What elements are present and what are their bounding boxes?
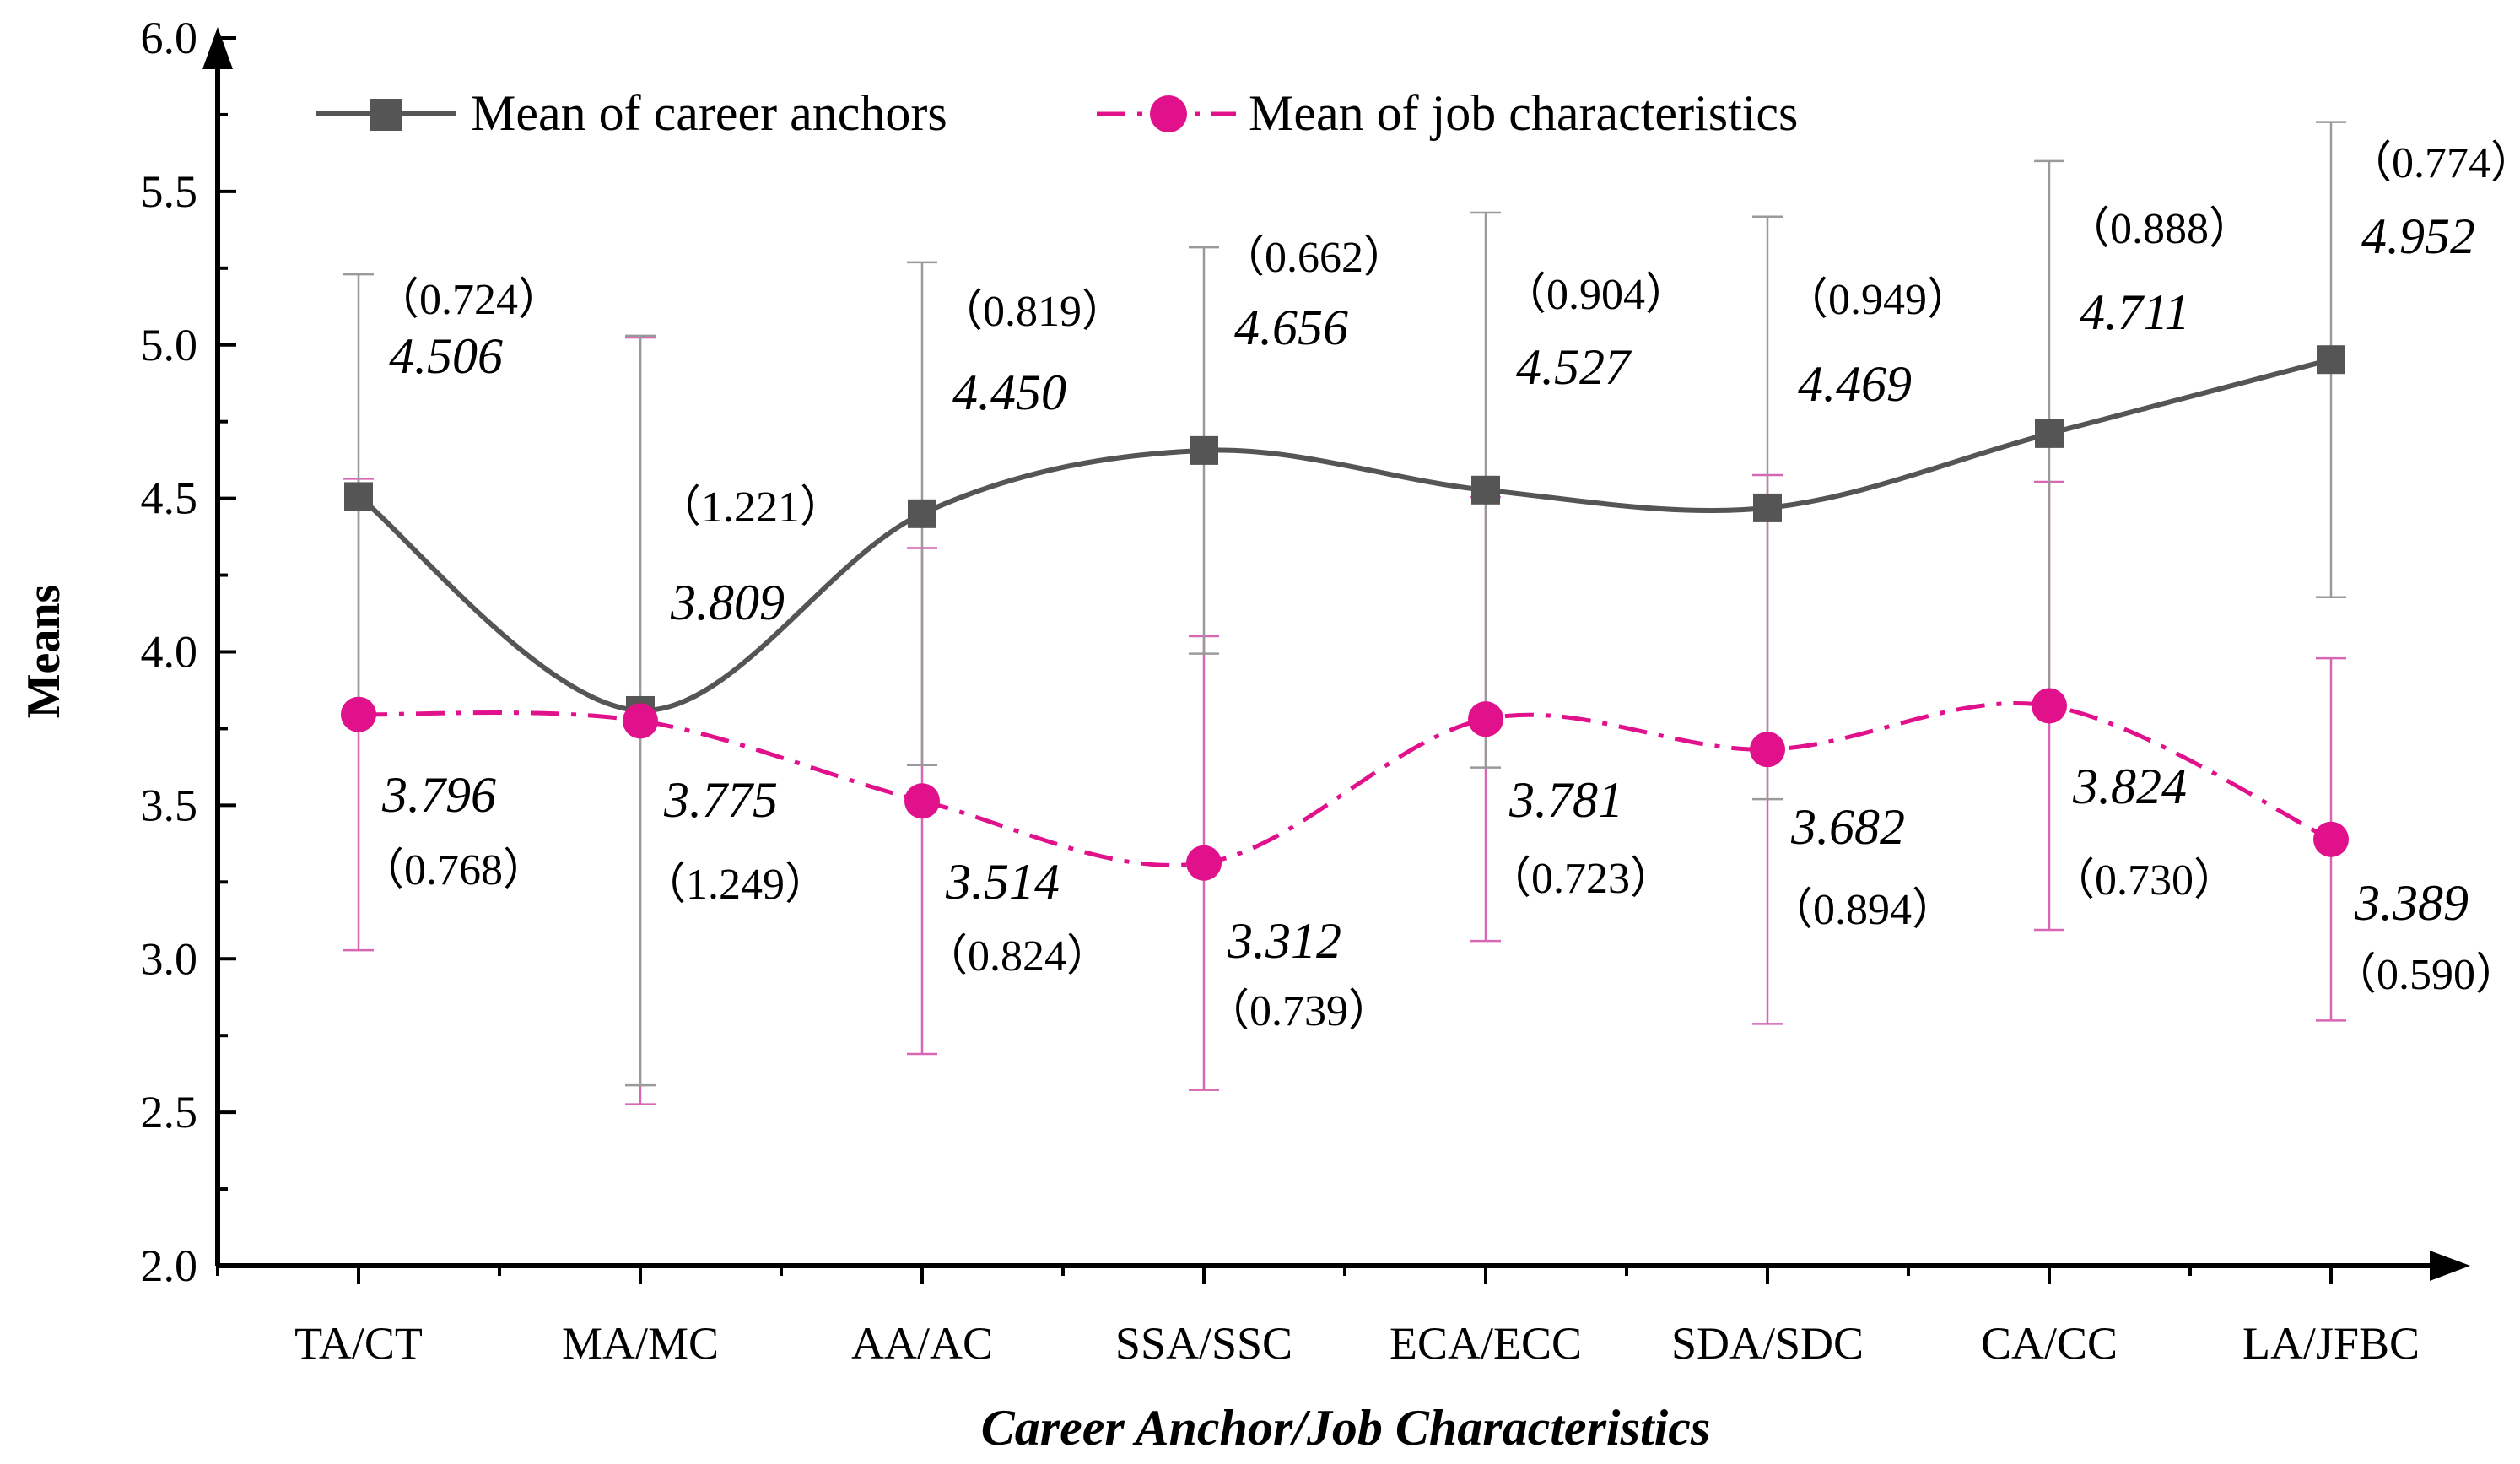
y-axis-arrow — [202, 27, 233, 69]
anchors-value-label: 4.506 — [389, 328, 503, 384]
jobs-sd-label: （0.739） — [1206, 987, 1392, 1035]
y-tick-label: 4.5 — [141, 473, 198, 524]
jobs-point-marker — [1186, 845, 1222, 881]
jobs-value-label: 3.389 — [2354, 875, 2469, 931]
anchors-sd-label: （0.724） — [375, 276, 562, 324]
anchors-value-label: 4.527 — [1516, 339, 1632, 395]
anchors-sd-label: （0.949） — [1784, 276, 1971, 324]
anchors-sd-label: （0.888） — [2066, 205, 2253, 253]
anchors-point-marker — [1753, 493, 1782, 522]
jobs-point-marker — [1750, 732, 1785, 768]
anchors-point-marker — [344, 482, 373, 511]
y-tick-label: 5.0 — [141, 320, 198, 370]
jobs-value-label: 3.312 — [1227, 913, 1341, 969]
jobs-sd-label: （0.590） — [2333, 951, 2519, 999]
x-tick-label: TA/CT — [294, 1318, 423, 1369]
legend-anchors-label: Mean of career anchors — [471, 85, 947, 141]
jobs-sd-label: （0.894） — [1769, 886, 1956, 934]
jobs-series-line — [358, 701, 2333, 867]
anchors-value-label: 4.469 — [1798, 356, 1912, 412]
y-tick-label: 2.0 — [141, 1240, 198, 1291]
jobs-sd-label: （0.723） — [1487, 855, 1674, 903]
jobs-value-label: 3.781 — [1508, 772, 1623, 828]
anchors-sd-label: （0.774） — [2348, 139, 2520, 187]
jobs-value-label: 3.682 — [1790, 799, 1905, 855]
jobs-value-label: 3.824 — [2072, 759, 2187, 814]
x-tick-label: MA/MC — [562, 1318, 719, 1369]
anchors-value-label: 4.656 — [1234, 300, 1348, 355]
jobs-point-marker — [904, 783, 940, 819]
x-tick-label: LA/JFBC — [2242, 1318, 2420, 1369]
legend-jobs-label: Mean of job characteristics — [1249, 85, 1798, 141]
legend-anchors-marker — [370, 99, 402, 131]
jobs-point-marker — [341, 696, 376, 732]
y-axis-label: Means — [18, 585, 70, 719]
anchors-value-label: 4.952 — [2361, 208, 2475, 264]
anchors-value-label: 3.809 — [670, 575, 785, 630]
x-tick-label: SDA/SDC — [1671, 1318, 1864, 1369]
x-axis-arrow — [2430, 1251, 2470, 1281]
anchors-point-marker — [2317, 345, 2345, 375]
anchors-value-label: 4.711 — [2080, 284, 2190, 340]
jobs-point-marker — [623, 703, 658, 739]
y-tick-label: 6.0 — [141, 13, 198, 63]
y-tick-label: 4.0 — [141, 627, 198, 678]
x-tick-label: CA/CC — [1981, 1318, 2118, 1369]
anchors-point-marker — [1190, 435, 1218, 465]
x-axis-label: Career Anchor/Job Characteristics — [981, 1400, 1711, 1456]
jobs-point-marker — [1468, 701, 1503, 737]
x-tick-label: AA/AC — [851, 1318, 993, 1369]
anchors-point-marker — [1471, 475, 1500, 505]
y-tick-label: 2.5 — [141, 1087, 198, 1137]
anchors-point-marker — [2035, 419, 2064, 448]
legend-jobs-marker — [1150, 95, 1187, 132]
anchors-sd-label: （0.904） — [1503, 271, 1689, 319]
jobs-sd-label: （1.249） — [642, 861, 828, 909]
x-tick-label: ECA/ECC — [1390, 1318, 1582, 1369]
anchors-series-line — [357, 357, 2332, 713]
jobs-point-marker — [2032, 688, 2067, 724]
jobs-value-label: 3.796 — [381, 767, 496, 823]
anchors-point-marker — [908, 499, 936, 528]
y-tick-label: 5.5 — [141, 166, 198, 217]
jobs-sd-label: （0.730） — [2051, 856, 2237, 905]
anchors-sd-label: （0.662） — [1221, 234, 1407, 282]
y-tick-label: 3.5 — [141, 780, 198, 830]
jobs-sd-label: （0.824） — [924, 932, 1110, 981]
y-tick-label: 3.0 — [141, 933, 198, 984]
anchors-value-label: 4.450 — [952, 365, 1066, 420]
jobs-sd-label: （0.768） — [360, 846, 547, 894]
jobs-value-label: 3.514 — [945, 854, 1060, 910]
jobs-point-marker — [2313, 821, 2349, 857]
anchors-sd-label: （0.819） — [939, 288, 1125, 336]
jobs-value-label: 3.775 — [663, 772, 778, 828]
x-tick-label: SSA/SSC — [1115, 1318, 1292, 1369]
anchors-sd-label: （1.221） — [657, 483, 844, 532]
